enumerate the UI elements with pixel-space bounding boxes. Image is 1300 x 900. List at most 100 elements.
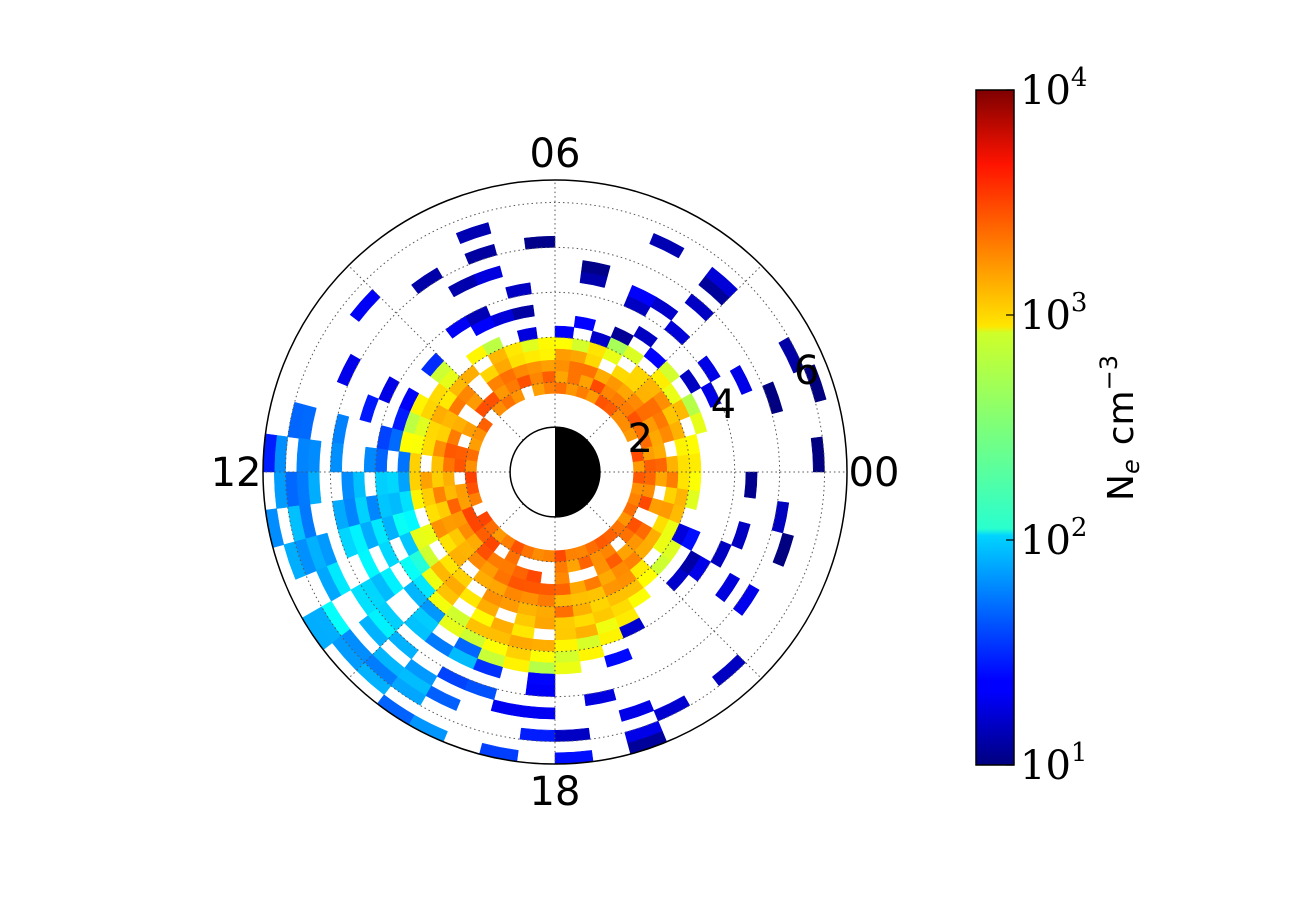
density-bin — [359, 394, 379, 423]
density-bin — [654, 457, 668, 473]
density-bin — [538, 583, 556, 596]
density-bin — [431, 471, 444, 489]
density-bin — [419, 471, 433, 490]
density-bin — [688, 471, 702, 492]
density-bin — [573, 315, 597, 332]
density-bin — [584, 688, 617, 707]
earth-symbol — [509, 426, 601, 518]
density-bin — [654, 471, 668, 487]
density-bin — [554, 560, 569, 574]
density-bin — [649, 233, 685, 259]
radial-tick-labels: 2 4 6 — [627, 348, 819, 462]
density-bin — [771, 501, 790, 534]
colorbar-label-sub: e — [1117, 459, 1145, 474]
density-bin — [581, 260, 611, 278]
density-bin — [505, 282, 532, 299]
colorbar: 101 102 103 104 Ne cm−3 — [975, 63, 1145, 789]
colorbar-label: Ne cm−3 — [1095, 355, 1145, 501]
density-bin — [436, 666, 470, 691]
density-bin — [336, 353, 361, 387]
density-bin — [431, 455, 444, 473]
lt-label-18: 18 — [530, 769, 581, 815]
density-bin — [447, 274, 478, 298]
density-bin — [307, 471, 322, 505]
earth-night-side — [555, 427, 600, 517]
density-bin — [526, 672, 556, 686]
density-bin — [554, 727, 591, 742]
radial-label-4: 4 — [711, 382, 736, 428]
density-bin — [632, 471, 646, 485]
density-bin — [803, 364, 827, 403]
density-bin — [618, 699, 655, 722]
colorbar-tick-label: 101 — [1020, 738, 1087, 789]
density-bin — [332, 413, 350, 445]
density-bin — [296, 438, 311, 473]
density-bin — [627, 587, 652, 609]
density-bin — [684, 293, 715, 322]
density-bin — [604, 648, 633, 668]
density-bin — [554, 616, 576, 630]
density-bin — [537, 594, 556, 608]
radial-label-6: 6 — [794, 348, 819, 394]
density-bin — [490, 699, 525, 718]
density-bin — [408, 452, 422, 473]
density-bin — [537, 336, 556, 350]
density-bin — [633, 325, 658, 348]
density-bin — [810, 436, 825, 473]
grid-spoke — [586, 503, 762, 679]
density-bin — [390, 676, 427, 706]
density-bin — [554, 638, 579, 652]
density-bin — [525, 683, 556, 697]
density-bin — [554, 605, 575, 619]
density-bin — [387, 630, 419, 660]
colorbar-label-base: N — [1101, 474, 1142, 501]
grid-circle — [284, 201, 826, 743]
colorbar-label-exp: −3 — [1095, 355, 1123, 390]
density-bin — [464, 471, 478, 485]
density-bin — [445, 316, 472, 339]
density-bin — [408, 471, 422, 492]
density-bin — [531, 638, 556, 652]
density-bin — [554, 649, 581, 664]
density-bin — [681, 527, 701, 551]
density-bin — [538, 348, 556, 361]
lt-label-06: 06 — [530, 131, 581, 177]
density-bin — [376, 694, 415, 726]
density-bin — [715, 572, 741, 603]
density-bin — [772, 532, 794, 567]
density-bin — [357, 549, 381, 580]
density-bin — [542, 549, 556, 563]
density-bin — [666, 455, 679, 473]
grid-circle — [329, 246, 781, 698]
polar-grid — [263, 180, 847, 764]
density-bin — [283, 541, 307, 580]
grid-spoke — [348, 265, 524, 441]
grid-circle — [419, 336, 691, 608]
density-bin — [522, 705, 556, 720]
grid-spoke — [586, 265, 762, 441]
density-bin — [464, 243, 498, 265]
grid-spoke — [348, 503, 524, 679]
density-bin — [677, 471, 691, 490]
density-bin — [554, 381, 568, 395]
grid-circle — [464, 381, 646, 563]
density-bin — [729, 364, 753, 395]
density-bin — [711, 654, 746, 687]
density-bin — [341, 471, 355, 501]
density-bin — [386, 471, 400, 495]
density-bin — [710, 540, 732, 568]
density-bin — [554, 348, 572, 361]
density-bin — [285, 471, 300, 508]
density-bin — [535, 605, 556, 619]
polar-frame — [262, 179, 848, 765]
density-bin — [731, 521, 751, 550]
colorbar-scale — [975, 89, 1015, 766]
density-bin — [473, 265, 503, 286]
density-bin — [554, 661, 582, 675]
density-bin — [424, 632, 455, 658]
colorbar-ticks: 101 102 103 104 — [1006, 63, 1087, 789]
density-bin — [397, 471, 411, 493]
density-bin — [420, 352, 445, 377]
